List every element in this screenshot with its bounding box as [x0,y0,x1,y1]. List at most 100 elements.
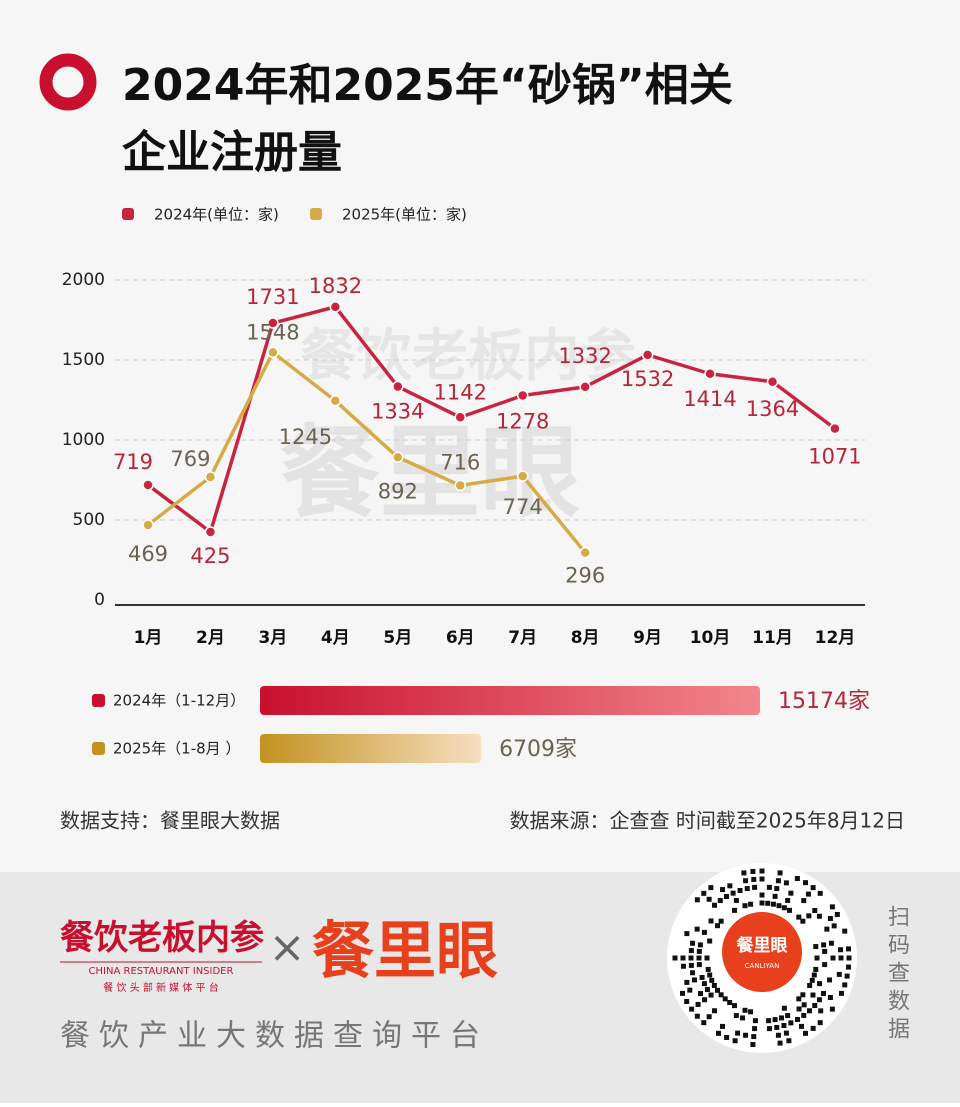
qr-dot [775,878,781,884]
qr-dot [708,885,714,891]
qr-dot [744,886,750,892]
qr-dot [827,916,833,921]
qr-pattern [672,868,852,1048]
y-tick-label: 1000 [62,430,105,450]
x-tick-label: 4月 [321,628,350,648]
qr-dot [777,870,783,876]
legend-label: 2025年(单位：家) [342,206,467,224]
qr-dot [707,938,713,944]
point [516,470,529,482]
qr-dot [796,914,802,920]
y-tick-label: 2000 [62,270,105,290]
y-tick-label: 1500 [62,350,105,370]
y-tick-label: 500 [73,510,105,530]
qr-dot [785,1013,791,1019]
point [641,349,654,361]
qr-title: 餐里眼 [737,935,788,956]
qr-dot [752,1026,758,1032]
qr-dot [805,891,811,897]
qr-dot [783,1030,789,1036]
qr-dot [704,987,710,992]
qr-dot [748,901,754,907]
point [704,368,716,380]
data-label: 1245 [279,425,332,449]
data-label: 296 [565,564,605,588]
qr-dot [752,884,758,890]
x-tick-label: 8月 [571,628,600,648]
qr-dot [732,1003,737,1009]
qr-dot [701,890,707,896]
qr-dot [690,940,696,946]
qr-dot [846,964,852,970]
qr-dot [724,1034,730,1040]
point [766,376,779,388]
qr-en: CANLIYAN [745,962,780,970]
qr-dot [696,955,702,961]
data-label: 425 [190,544,230,568]
point [454,411,466,424]
data-label: 1332 [558,344,611,368]
point [579,381,591,393]
data-label: 1071 [808,445,861,469]
qr-dot [705,966,711,972]
qr-dot [680,990,686,996]
x-tick-label: 3月 [258,628,287,648]
qr-dot [672,955,678,961]
qr-dot [796,996,802,1002]
qr-dot [830,955,836,961]
qr-dot [831,923,837,929]
qr-dot [706,1014,712,1020]
footer-brand: 餐饮老板内参 [60,918,264,958]
point [329,301,342,313]
total-value: 6709家 [499,737,577,762]
total-value: 15174家 [778,689,870,714]
qr-dot [781,1023,787,1029]
qr-center [718,908,806,996]
qr-dot [816,997,822,1003]
qr-dot [684,979,690,985]
total-swatch [92,694,105,707]
qr-dot [730,890,736,896]
total-label: 2024年（1-12月） [113,692,245,710]
qr-dot [689,1006,695,1012]
qr-dot [801,1002,807,1008]
qr-dot [707,972,713,978]
qr-dot [737,887,743,893]
qr-dot [817,981,823,987]
qr-dot [684,931,690,937]
scan-hint: 扫码查数据 [884,905,910,1045]
qr-dot [838,947,844,953]
point [329,395,342,407]
x-tick-label: 10月 [690,628,731,648]
qr-dot [829,1006,835,1012]
qr-dot [783,880,789,886]
qr-dot [766,1018,772,1024]
qr-dot [836,971,842,977]
qr-dot [772,1017,778,1023]
qr-dot [842,982,848,988]
qr-dot [701,929,707,935]
qr-dot [781,905,787,911]
data-label: 1532 [621,367,674,391]
qr-dot [687,987,693,993]
qr-dot [810,1025,816,1031]
qr-dot [759,892,765,898]
qr-dot [814,955,820,961]
qr-dot [776,903,782,909]
total-bar [260,734,482,763]
series-line [146,350,587,554]
qr-dot [811,972,817,978]
x-tick-label: 7月 [508,628,537,648]
qr-dot [828,940,834,946]
qr-dot [716,1030,721,1036]
qr-dot [824,926,830,932]
data-label: 716 [440,450,480,474]
qr-dot [842,928,848,934]
footer-slogan: 餐饮产业大数据查询平台 [60,1019,489,1054]
footer-brand-en: CHINA RESTAURANT INSIDER [89,966,234,977]
qr-dot [720,887,725,893]
point [392,451,404,464]
qr-dot [827,995,833,1000]
data-label: 1731 [246,285,299,309]
footer-cross: × [269,922,306,973]
